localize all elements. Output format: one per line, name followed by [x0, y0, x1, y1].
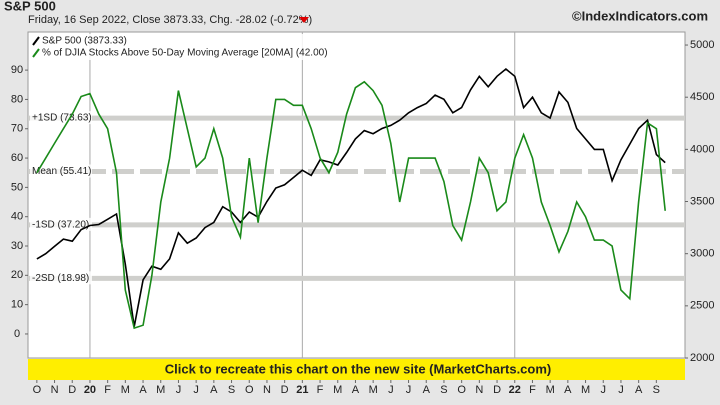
x-tick-label: A	[210, 384, 218, 396]
series-line	[36, 80, 666, 330]
x-tick-label: O	[457, 384, 466, 396]
x-tick-label: N	[475, 384, 483, 396]
y2-tick-label: 4000	[690, 143, 714, 155]
x-tick-label: A	[352, 384, 360, 396]
y-tick-label: 90	[11, 64, 23, 76]
x-tick-label: A	[564, 384, 572, 396]
x-tick-label: M	[333, 384, 342, 396]
y2-tick-label: 5000	[690, 39, 714, 51]
x-tick-label: N	[263, 384, 271, 396]
chart-subtitle: Friday, 16 Sep 2022, Close 3873.33, Chg.…	[28, 14, 312, 26]
y-tick-label: 30	[11, 240, 23, 252]
x-tick-label: J	[176, 384, 182, 396]
band-label: -2SD (18.98)	[32, 273, 89, 284]
x-tick-label: 22	[509, 384, 521, 396]
y2-tick-label: 3000	[690, 248, 714, 260]
x-tick-label: J	[618, 384, 624, 396]
y2-tick-label: 2500	[690, 300, 714, 312]
y-tick-label: 60	[11, 152, 23, 164]
y2-tick-label: 3500	[690, 195, 714, 207]
credit: ©IndexIndicators.com	[572, 8, 708, 23]
x-tick-label: D	[68, 384, 76, 396]
x-tick-label: M	[369, 384, 378, 396]
x-tick-label: J	[601, 384, 607, 396]
x-tick-label: M	[156, 384, 165, 396]
x-tick-label: F	[529, 384, 536, 396]
legend-swatch	[32, 48, 40, 58]
x-tick-label: F	[104, 384, 111, 396]
x-tick-label: A	[635, 384, 643, 396]
y2-tick-label: 2000	[690, 352, 714, 364]
banner-bg[interactable]	[28, 359, 685, 380]
x-tick-label: M	[546, 384, 555, 396]
x-tick-label: J	[388, 384, 394, 396]
band-label-bg	[30, 164, 92, 178]
plot-area	[27, 31, 686, 359]
x-tick-label: D	[281, 384, 289, 396]
x-tick-label: S	[440, 384, 447, 396]
band-label: -1SD (37.20)	[32, 220, 89, 231]
band-label: Mean (55.41)	[32, 166, 91, 177]
band-label-bg	[30, 217, 92, 231]
chart-title: S&P 500	[4, 0, 56, 13]
x-tick-label: D	[493, 384, 501, 396]
y-tick-label: 80	[11, 93, 23, 105]
y-tick-label: 50	[11, 181, 23, 193]
y-tick-label: 40	[11, 211, 23, 223]
band-label-bg	[30, 111, 92, 125]
x-tick-label: J	[193, 384, 199, 396]
down-arrow	[299, 17, 309, 23]
legend-swatch	[32, 36, 40, 46]
x-tick-label: 20	[84, 384, 96, 396]
x-tick-label: M	[581, 384, 590, 396]
x-tick-label: F	[317, 384, 324, 396]
x-tick-label: N	[51, 384, 59, 396]
banner[interactable]: Click to recreate this chart on the new …	[165, 361, 552, 376]
x-tick-label: S	[228, 384, 235, 396]
x-tick-label: J	[406, 384, 412, 396]
y-tick-label: 0	[14, 328, 20, 340]
legend-label: S&P 500 (3873.33)	[42, 36, 127, 47]
x-tick-label: O	[33, 384, 42, 396]
legend-label: % of DJIA Stocks Above 50-Day Moving Ave…	[42, 48, 328, 59]
band-label-bg	[30, 271, 92, 285]
x-tick-label: M	[121, 384, 130, 396]
series-line	[36, 67, 666, 327]
x-tick-label: S	[653, 384, 660, 396]
y2-tick-label: 4500	[690, 91, 714, 103]
x-tick-label: O	[245, 384, 254, 396]
band-label: +1SD (73.63)	[32, 113, 92, 124]
x-tick-label: A	[139, 384, 147, 396]
y-tick-label: 70	[11, 123, 23, 135]
x-tick-label: A	[423, 384, 431, 396]
y-tick-label: 10	[11, 299, 23, 311]
legend-bg	[30, 34, 370, 60]
y-tick-label: 20	[11, 269, 23, 281]
x-tick-label: 21	[296, 384, 308, 396]
